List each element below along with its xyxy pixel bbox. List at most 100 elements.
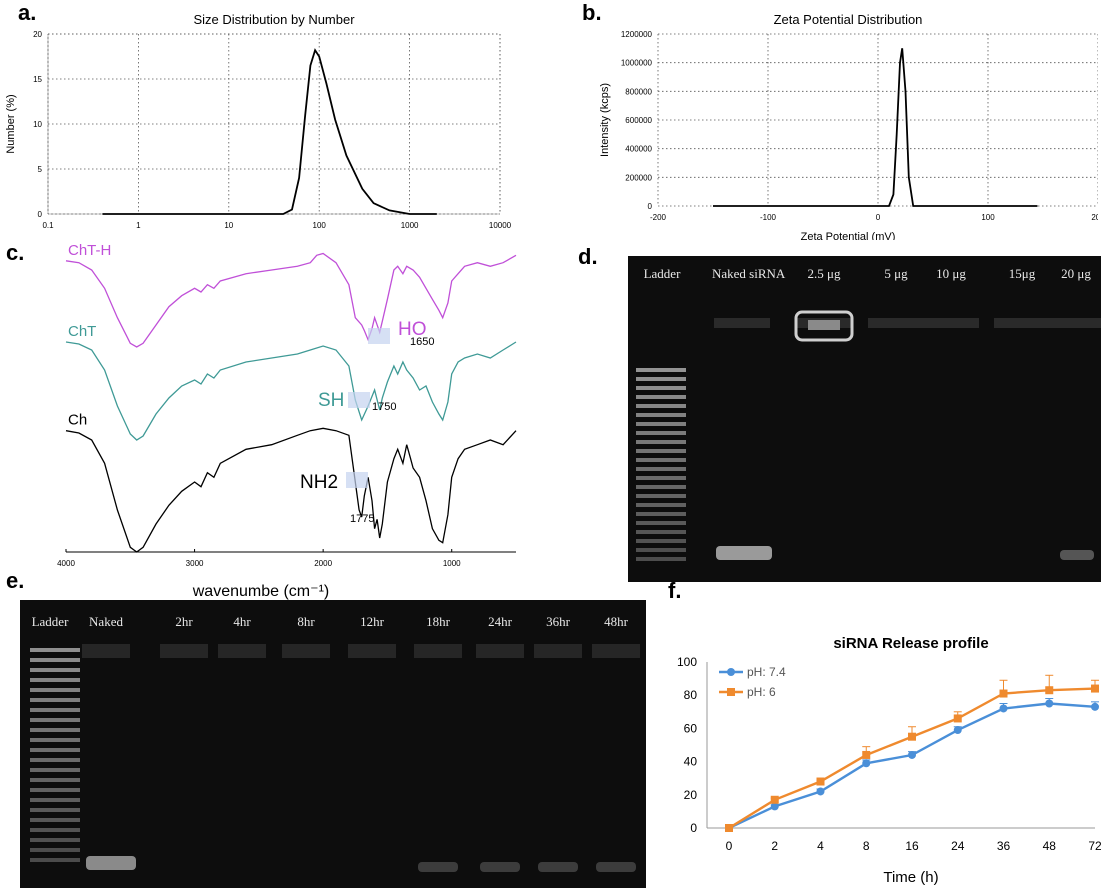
ladder-band [636,503,686,507]
gel-well [534,644,582,658]
gel-band-naked [86,856,136,870]
ladder-band [30,698,80,702]
ladder-band [636,395,686,399]
data-point [1091,684,1099,693]
ladder-band [30,688,80,692]
gel-well [282,644,330,658]
ladder-band [636,377,686,381]
ladder-band [30,748,80,752]
x-tick-label: 48 [1043,839,1057,853]
ladder-band [30,778,80,782]
y-tick-label: 100 [677,655,697,669]
gel-well [592,644,640,658]
chart-title: Zeta Potential Distribution [774,12,923,27]
annotation-value: 1750 [372,401,396,413]
y-tick-label: 20 [33,30,42,39]
x-tick-label: 2000 [314,559,332,568]
data-point [816,777,825,786]
ladder-band [636,512,686,516]
ladder-band [30,858,80,862]
gel-lane-label: 8hr [297,614,315,629]
ladder-band [636,404,686,408]
gel-band-core [808,320,840,330]
ladder-band [30,788,80,792]
ladder-band [636,413,686,417]
x-tick-label: 4 [817,839,824,853]
y-tick-label: 20 [684,788,698,802]
series-label-cht: ChT [68,323,96,340]
x-tick-label: 10 [224,221,233,230]
gel-band-naked [716,546,772,560]
ladder-band [636,458,686,462]
y-axis-label: Intensity (kcps) [599,83,611,157]
ladder-band [636,449,686,453]
x-tick-label: 0.1 [42,221,54,230]
y-tick-label: 1000000 [621,59,653,68]
ladder-band [636,539,686,543]
x-tick-label: -200 [650,213,667,222]
gel-band-faint [538,862,578,872]
gel-well [476,644,524,658]
ladder-band [30,708,80,712]
ladder-band [636,467,686,471]
ftir-line-ch [65,427,517,553]
ladder-band [636,368,686,372]
ladder-band [30,828,80,832]
panel-letter-a: a. [18,0,37,25]
ftir-line-cht-h [65,252,517,348]
gel-lane-label: 10 μg [936,266,966,281]
data-point [770,802,779,811]
x-tick-label: -100 [760,213,777,222]
annotation-value: 1775 [350,513,374,525]
annotation-box [348,392,370,408]
ftir-line-cht [65,341,517,441]
panel-letter-f: f. [668,578,682,603]
x-axis-label: wavenumbe (cm⁻¹) [192,583,329,600]
gel-well [1048,318,1101,328]
panel-letter-b: b. [582,0,602,25]
gel-image-d: Ladder Naked siRNA 2.5 μg 5 μg 10 μg 15μg 20 μ… [628,256,1101,582]
data-point [953,726,962,735]
gel-well [994,318,1050,328]
annotation-label: SH [318,390,344,411]
x-tick-label: 24 [951,839,965,853]
y-tick-label: 5 [38,165,43,174]
y-tick-label: 800000 [625,87,652,96]
gel-lane-label: 15μg [1008,266,1036,281]
ladder-band [636,494,686,498]
ladder-band [636,476,686,480]
ladder-band [30,648,80,652]
gel-well [160,644,208,658]
x-tick-label: 100 [313,221,327,230]
data-point [908,732,916,741]
zeta-distribution-line [713,48,1038,207]
ladder-band [30,798,80,802]
gel-lane-label: Naked [89,614,123,629]
ladder-band [636,548,686,552]
y-tick-label: 1200000 [621,30,653,39]
x-tick-label: 1 [136,221,141,230]
gel-band-faint [418,862,458,872]
data-point [1045,686,1054,695]
x-axis-label: Zeta Potential (mV) [801,231,896,240]
ladder-band [30,678,80,682]
size-distribution-line [102,48,437,215]
series-line-ph74 [728,702,1096,830]
legend-marker [727,668,735,676]
gel-well [414,644,462,658]
gel-lane-label: 12hr [360,614,384,629]
ladder-band [636,557,686,561]
y-tick-label: 15 [33,75,42,84]
data-point [999,689,1008,698]
data-point [908,750,916,759]
data-point [1091,702,1099,711]
ladder-band [636,422,686,426]
series-label-cht-h: ChT-H [68,242,111,259]
annotation-box [346,472,368,488]
size-distribution-chart: Size Distribution by Number Number (%) 0.1… [5,12,512,230]
gel-well [923,318,979,328]
annotation-label: HO [398,319,427,340]
ladder-band [636,386,686,390]
x-tick-label: 2 [771,839,778,853]
y-tick-label: 400000 [625,145,652,154]
